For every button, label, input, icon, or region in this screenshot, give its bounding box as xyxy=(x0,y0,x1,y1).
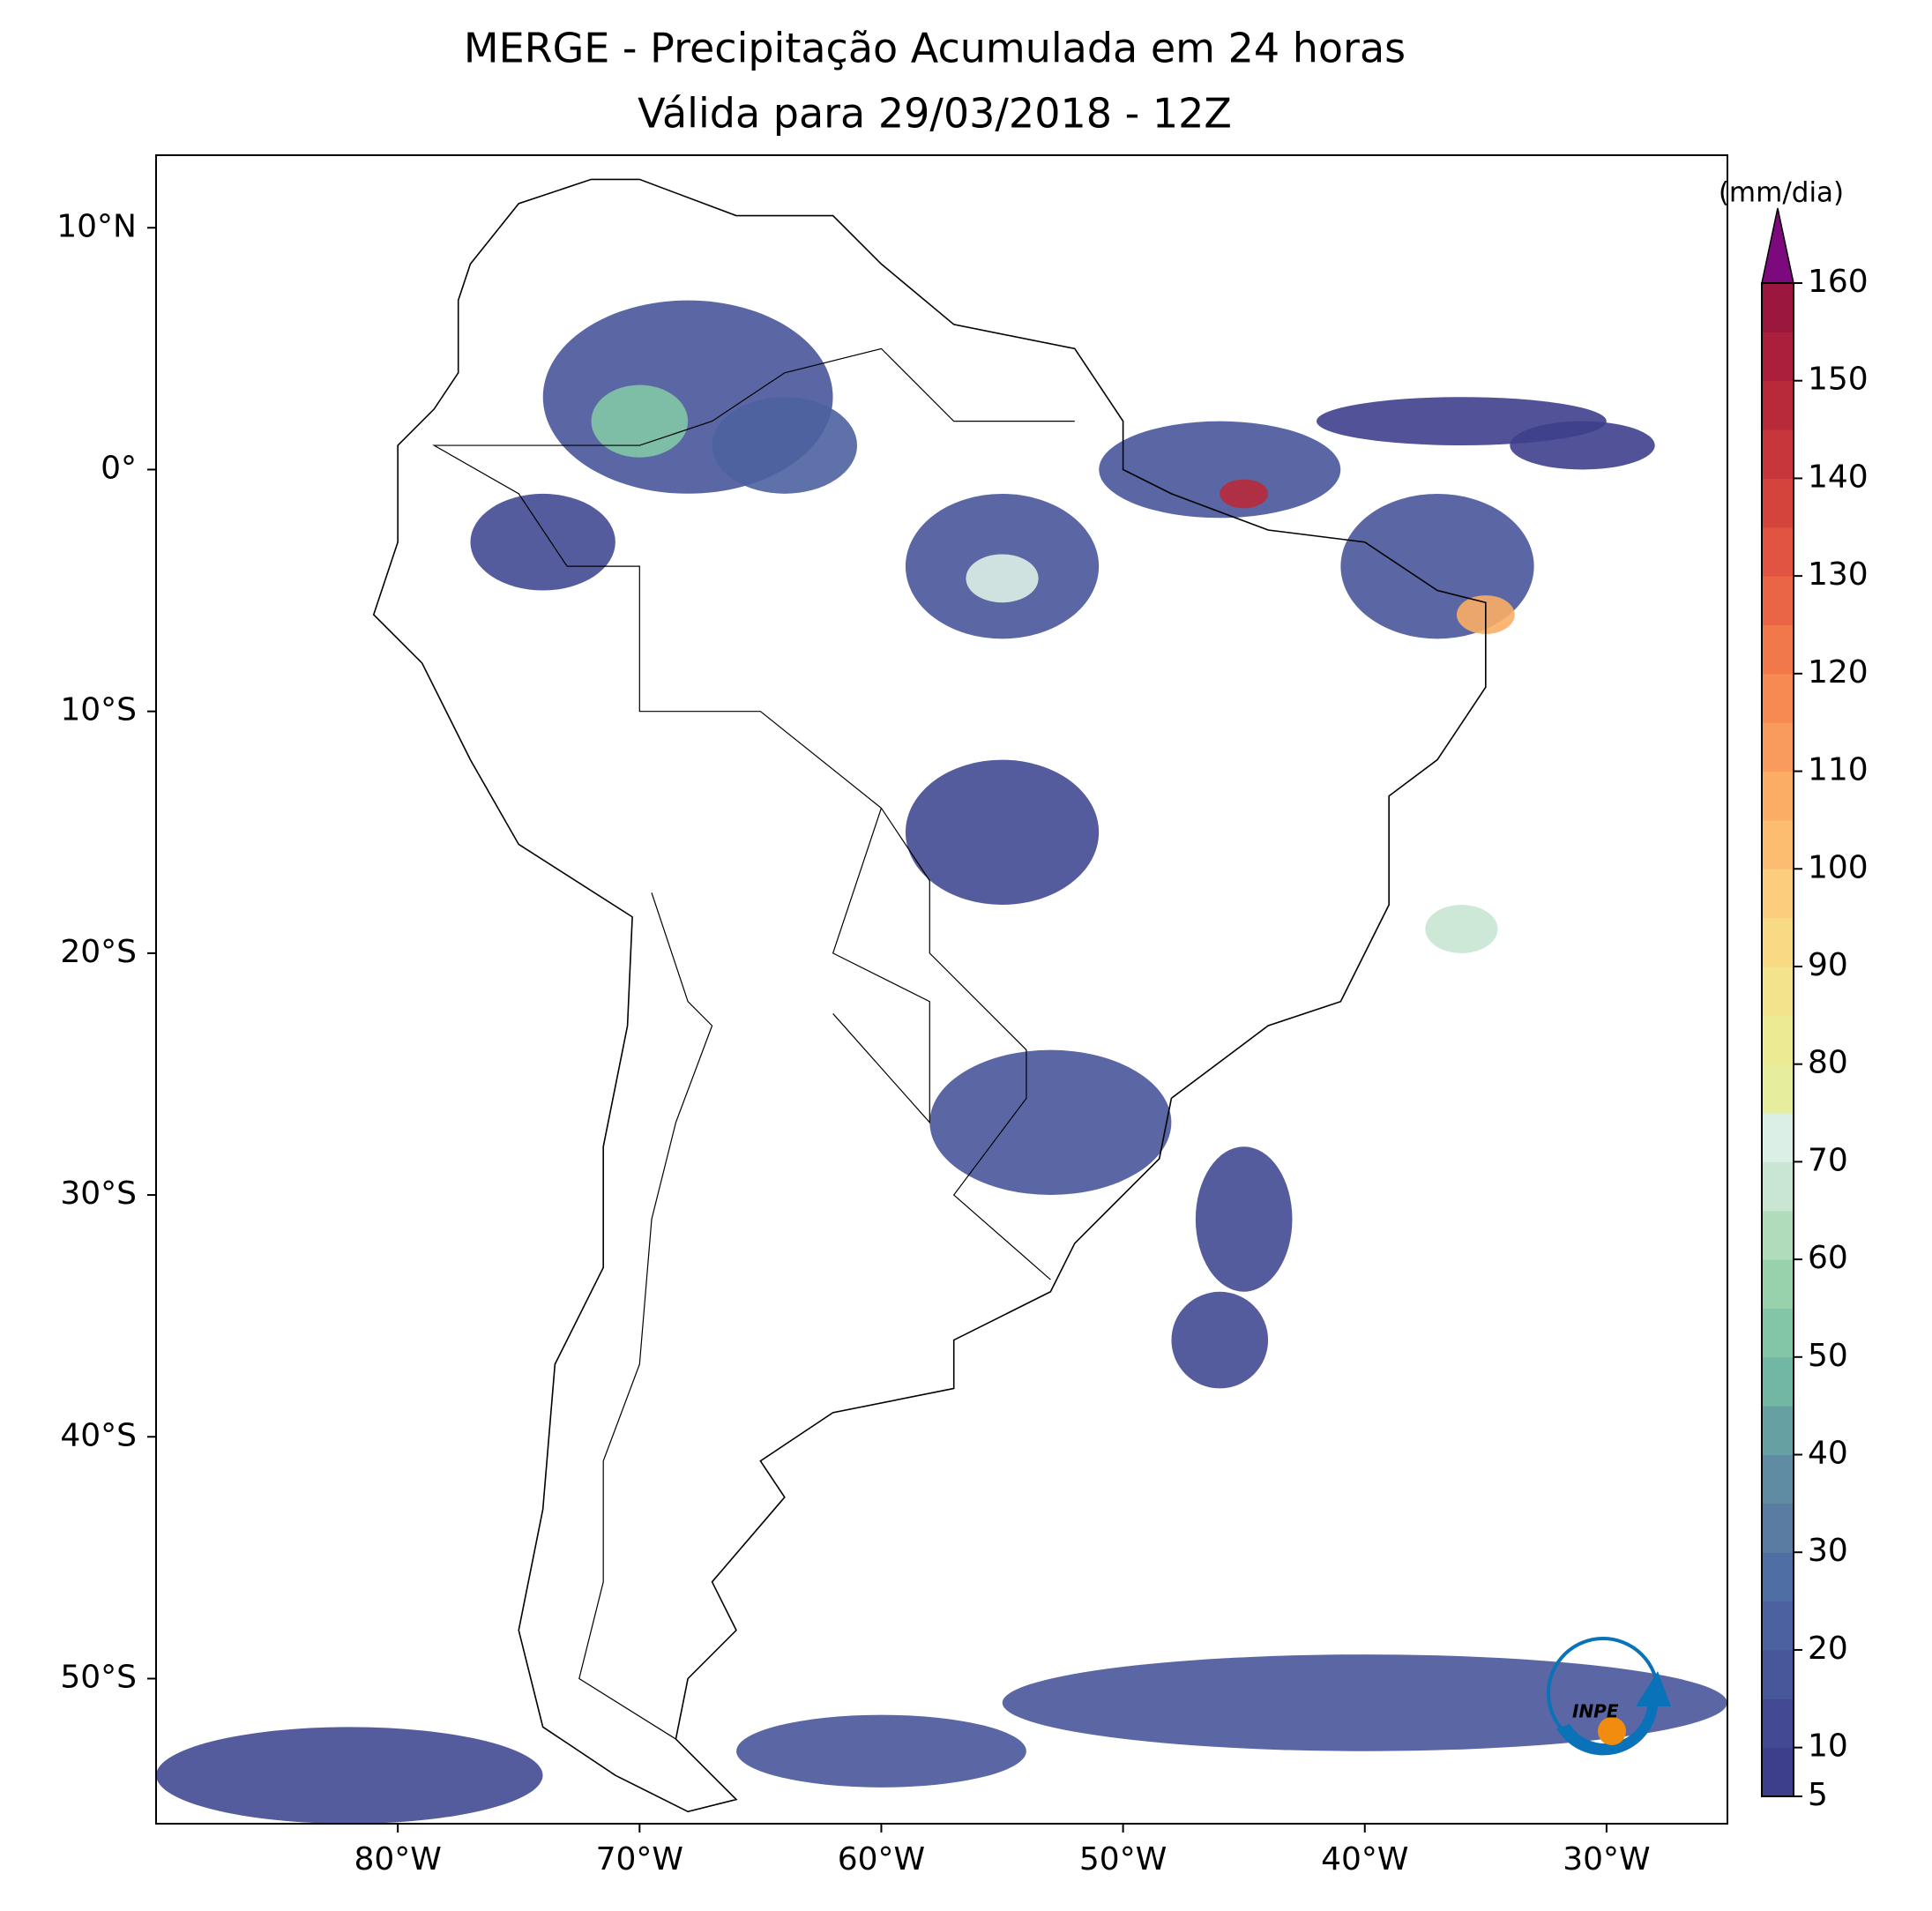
colorbar-segment xyxy=(1762,478,1794,528)
x-tick-label: 40°W xyxy=(1321,1841,1408,1877)
precip-area xyxy=(1195,1146,1293,1292)
border xyxy=(832,808,930,1124)
y-tick-label: 20°S xyxy=(60,934,137,970)
colorbar-segment xyxy=(1762,1649,1794,1699)
colorbar-tick-label: 10 xyxy=(1808,1728,1848,1765)
precip-area xyxy=(736,1714,1026,1788)
colorbar-segment xyxy=(1762,1308,1794,1358)
colorbar-segment xyxy=(1762,1015,1794,1065)
precip-area xyxy=(712,397,857,494)
colorbar-label: (mm/dia) xyxy=(1719,177,1844,209)
colorbar-segment xyxy=(1762,1747,1794,1797)
colorbar-segment xyxy=(1762,526,1794,577)
precip-area xyxy=(591,384,689,458)
y-tick-label: 0° xyxy=(101,450,137,486)
colorbar-tick-label: 70 xyxy=(1808,1142,1848,1178)
x-tick-label: 70°W xyxy=(596,1841,683,1877)
colorbar-segment xyxy=(1762,966,1794,1016)
colorbar-tick-label: 30 xyxy=(1808,1533,1848,1569)
colorbar-segment xyxy=(1762,1259,1794,1309)
colorbar-tick-label: 5 xyxy=(1808,1777,1828,1813)
x-tick-label: 60°W xyxy=(838,1841,925,1877)
y-tick-label: 30°S xyxy=(60,1176,137,1212)
subtitle: Válida para 29/03/2018 - 12Z xyxy=(638,90,1232,138)
colorbar-tick-label: 100 xyxy=(1808,849,1869,885)
colorbar-segment xyxy=(1762,771,1794,821)
precip-area xyxy=(1171,1291,1269,1389)
colorbar-segment xyxy=(1762,1454,1794,1504)
logo-text: INPE xyxy=(1572,1701,1619,1722)
colorbar-segment xyxy=(1762,429,1794,479)
colorbar-tick-label: 50 xyxy=(1808,1338,1848,1374)
colorbar-segment xyxy=(1762,1064,1794,1114)
y-tick-label: 40°S xyxy=(60,1417,137,1453)
colorbar-segment xyxy=(1762,1698,1794,1749)
colorbar-segment xyxy=(1762,1113,1794,1162)
colorbar-segment xyxy=(1762,283,1794,332)
colorbar-segment xyxy=(1762,576,1794,625)
colorbar-segment xyxy=(1762,1503,1794,1553)
colorbar-segment xyxy=(1762,1601,1794,1651)
colorbar-segment xyxy=(1762,673,1794,723)
colorbar-segment xyxy=(1762,1406,1794,1456)
precip-area xyxy=(1510,421,1655,470)
colorbar-tick-label: 40 xyxy=(1808,1436,1848,1472)
colorbar-frame xyxy=(1761,282,1794,1797)
coastline xyxy=(372,178,1487,1813)
colorbar-tick-label: 110 xyxy=(1808,752,1869,788)
colorbar-segment xyxy=(1762,332,1794,382)
precip-area xyxy=(156,1727,543,1824)
precip-area xyxy=(905,759,1100,905)
precip-area xyxy=(470,493,615,591)
colorbar-segment xyxy=(1762,380,1794,430)
logo: INPE xyxy=(1547,1637,1671,1756)
precip-area xyxy=(1002,1654,1727,1751)
y-tick-label: 10°S xyxy=(60,692,137,728)
x-tick-label: 30°W xyxy=(1563,1841,1650,1877)
colorbar-segment xyxy=(1762,869,1794,919)
map-frame xyxy=(155,154,1728,1825)
colorbar-segment xyxy=(1762,917,1794,967)
colorbar-tick-label: 60 xyxy=(1808,1240,1848,1276)
colorbar-segment xyxy=(1762,819,1794,870)
map-area xyxy=(156,178,1727,1824)
precip-area xyxy=(929,1049,1172,1196)
logo-arrow xyxy=(1556,1671,1671,1756)
border xyxy=(567,565,1051,1280)
colorbar-tick-label: 150 xyxy=(1808,362,1869,398)
colorbar-segment xyxy=(1762,1210,1794,1260)
precip-area xyxy=(1220,479,1269,509)
precip-area xyxy=(966,554,1039,603)
colorbar-tick-label: 20 xyxy=(1808,1631,1848,1667)
colorbar-tick-label: 140 xyxy=(1808,459,1869,495)
colorbar-segment xyxy=(1762,1161,1794,1212)
logo-dot xyxy=(1598,1717,1626,1745)
colorbar-segment xyxy=(1762,1356,1794,1407)
colorbar-tick-label: 130 xyxy=(1808,556,1869,593)
colorbar-tick-label: 80 xyxy=(1808,1045,1848,1081)
x-tick-label: 80°W xyxy=(354,1841,441,1877)
precip-area xyxy=(1099,421,1341,519)
colorbar-segment xyxy=(1762,624,1794,675)
y-tick-label: 50°S xyxy=(60,1659,137,1695)
y-tick-label: 10°N xyxy=(56,208,137,244)
x-tick-label: 50°W xyxy=(1079,1841,1167,1877)
precip-area xyxy=(1425,905,1498,953)
border xyxy=(432,347,1075,567)
colorbar-tick-label: 90 xyxy=(1808,947,1848,983)
title: MERGE - Precipitação Acumulada em 24 hor… xyxy=(464,25,1406,72)
colorbar-tick-label: 120 xyxy=(1808,654,1869,690)
colorbar-tick-label: 160 xyxy=(1808,264,1869,300)
border xyxy=(578,892,713,1740)
colorbar-extend xyxy=(1761,207,1794,284)
colorbar-segment xyxy=(1762,1552,1794,1602)
colorbar-segment xyxy=(1762,722,1794,773)
